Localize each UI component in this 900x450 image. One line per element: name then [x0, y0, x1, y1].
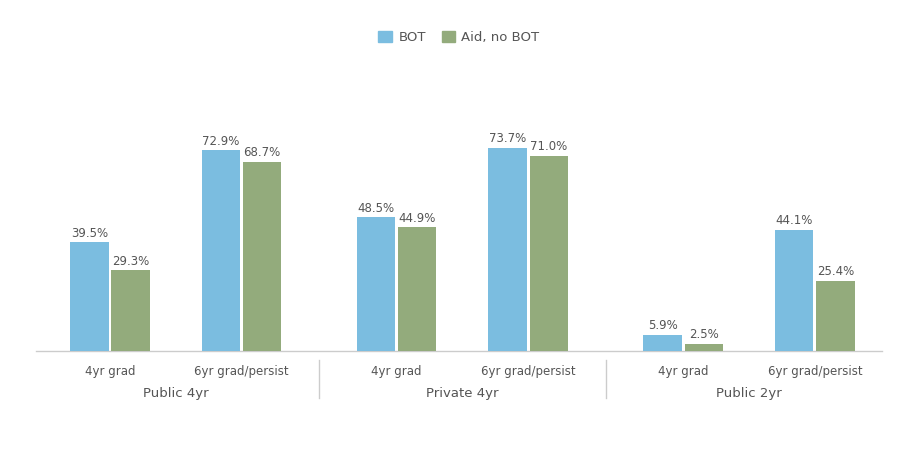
Text: 68.7%: 68.7%	[244, 146, 281, 159]
Text: 4yr grad: 4yr grad	[658, 365, 708, 378]
Text: Private 4yr: Private 4yr	[427, 387, 499, 400]
Bar	[243, 162, 282, 351]
Bar	[112, 270, 149, 351]
Text: 4yr grad: 4yr grad	[85, 365, 135, 378]
Bar	[644, 335, 682, 351]
Text: 72.9%: 72.9%	[202, 135, 239, 148]
Bar	[398, 227, 436, 351]
Text: 25.4%: 25.4%	[817, 266, 854, 278]
Text: 6yr grad/persist: 6yr grad/persist	[768, 365, 862, 378]
Bar	[70, 242, 109, 351]
Bar	[529, 156, 568, 351]
Bar	[202, 150, 240, 351]
Text: 6yr grad/persist: 6yr grad/persist	[194, 365, 289, 378]
Text: 48.5%: 48.5%	[357, 202, 394, 215]
Bar	[775, 230, 814, 351]
Text: 6yr grad/persist: 6yr grad/persist	[481, 365, 576, 378]
Text: 4yr grad: 4yr grad	[372, 365, 422, 378]
Text: Public 2yr: Public 2yr	[716, 387, 782, 400]
Bar	[489, 148, 526, 351]
Text: Public 4yr: Public 4yr	[143, 387, 209, 400]
Text: 44.9%: 44.9%	[399, 212, 436, 225]
Text: 2.5%: 2.5%	[688, 328, 718, 342]
Text: 39.5%: 39.5%	[71, 226, 108, 239]
Bar	[685, 344, 723, 351]
Legend: BOT, Aid, no BOT: BOT, Aid, no BOT	[374, 25, 544, 50]
Text: 44.1%: 44.1%	[776, 214, 813, 227]
Text: 5.9%: 5.9%	[648, 319, 678, 332]
Text: 71.0%: 71.0%	[530, 140, 567, 153]
Bar	[816, 281, 855, 351]
Text: 73.7%: 73.7%	[489, 132, 526, 145]
Text: 29.3%: 29.3%	[112, 255, 149, 268]
Bar	[356, 217, 395, 351]
